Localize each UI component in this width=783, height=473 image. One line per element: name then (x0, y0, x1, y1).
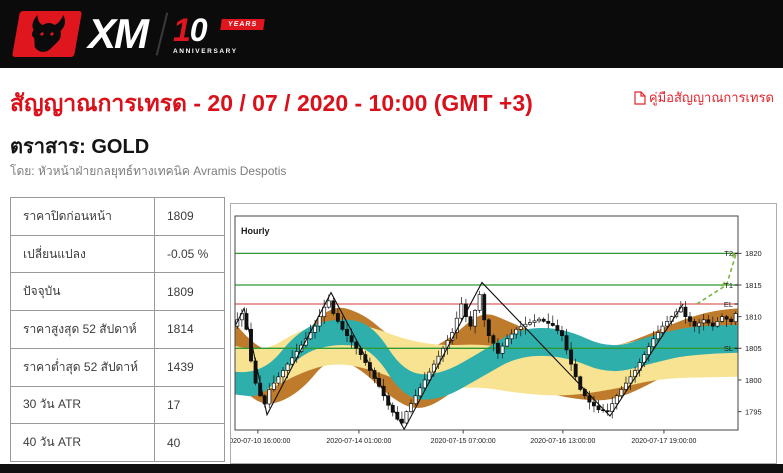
stat-value: 1814 (154, 310, 225, 349)
price-chart: Hourly 2020-07-10 16:00:00 2020-07-14 01:0… (230, 203, 777, 464)
header-bar: XM 10 YEARS ANNIVERSARY (0, 0, 783, 68)
table-row: 40 วัน ATR 40 (10, 423, 225, 462)
manual-link-label: คู่มือสัญญาณการเทรด (648, 90, 774, 105)
stat-value: 40 (154, 423, 225, 462)
years-ribbon: YEARS (219, 19, 265, 30)
svg-text:1815: 1815 (745, 281, 762, 290)
instrument-title: ตราสาร: GOLD (10, 136, 150, 158)
svg-text:2020-07-14 01:00:00: 2020-07-14 01:00:00 (326, 438, 391, 445)
anniversary-label: ANNIVERSARY (173, 47, 238, 55)
stat-label: ราคาปิดก่อนหน้า (10, 197, 155, 236)
stat-label: 30 วัน ATR (10, 385, 155, 425)
xm-logo[interactable]: XM 10 YEARS ANNIVERSARY (11, 10, 265, 58)
stat-label: เปลี่ยนแปลง (10, 234, 155, 274)
analyst-byline: โดย: หัวหน้าฝ่ายกลยุทธ์ทางเทคนิค Avramis… (10, 164, 287, 178)
stat-value: 1439 (154, 347, 225, 387)
svg-text:2020-07-15 07:00:00: 2020-07-15 07:00:00 (431, 438, 496, 445)
instrument-stats-table: ราคาปิดก่อนหน้า 1809 เปลี่ยนแปลง -0.05 % ป… (10, 197, 225, 462)
table-row: ราคาปิดก่อนหน้า 1809 (10, 197, 225, 236)
stat-label: ราคาสูงสุด 52 สัปดาห์ (10, 310, 155, 349)
svg-text:1800: 1800 (745, 376, 762, 385)
svg-text:EL: EL (724, 300, 733, 309)
xm-wordmark: XM (88, 10, 149, 57)
table-row: เปลี่ยนแปลง -0.05 % (10, 234, 225, 274)
svg-text:1805: 1805 (745, 344, 762, 353)
price-chart-canvas: Hourly 2020-07-10 16:00:00 2020-07-14 01:0… (231, 215, 762, 445)
svg-text:T1: T1 (724, 281, 733, 290)
pdf-icon (634, 90, 646, 105)
stat-value: 1809 (154, 197, 225, 236)
stat-label: ราคาต่ำสุด 52 สัปดาห์ (10, 347, 155, 387)
table-row: ราคาสูงสุด 52 สัปดาห์ 1814 (10, 310, 225, 349)
stat-value: 1809 (154, 272, 225, 312)
svg-text:SL: SL (724, 344, 733, 353)
svg-text:1820: 1820 (745, 249, 762, 258)
svg-text:2020-07-16 13:00:00: 2020-07-16 13:00:00 (530, 438, 595, 445)
table-row: ราคาต่ำสุด 52 สัปดาห์ 1439 (10, 347, 225, 387)
footer-bar (0, 464, 783, 473)
bull-icon (11, 11, 83, 57)
table-row: ปัจจุบัน 1809 (10, 272, 225, 312)
ten-digit-0: 0 (189, 11, 208, 48)
table-row: 30 วัน ATR 17 (10, 385, 225, 425)
stat-value: 17 (154, 385, 225, 425)
stat-label: 40 วัน ATR (10, 423, 155, 462)
ten-years-badge: 10 YEARS ANNIVERSARY (173, 10, 265, 58)
svg-text:2020-07-17 19:00:00: 2020-07-17 19:00:00 (631, 438, 696, 445)
stat-label: ปัจจุบัน (10, 272, 155, 312)
stat-value: -0.05 % (154, 234, 225, 274)
page-title: สัญญาณการเทรด - 20 / 07 / 2020 - 10:00 (… (10, 90, 533, 116)
svg-text:1795: 1795 (745, 407, 762, 416)
svg-text:2020-07-10 16:00:00: 2020-07-10 16:00:00 (231, 438, 290, 445)
trading-signals-manual-link[interactable]: คู่มือสัญญาณการเทรด (634, 87, 774, 108)
logo-divider (155, 12, 169, 56)
svg-text:Hourly: Hourly (241, 226, 270, 236)
svg-text:1810: 1810 (745, 312, 762, 321)
svg-text:T2: T2 (724, 249, 733, 258)
ten-digit-1: 1 (173, 11, 191, 48)
bull-icon-glyph (31, 15, 66, 52)
